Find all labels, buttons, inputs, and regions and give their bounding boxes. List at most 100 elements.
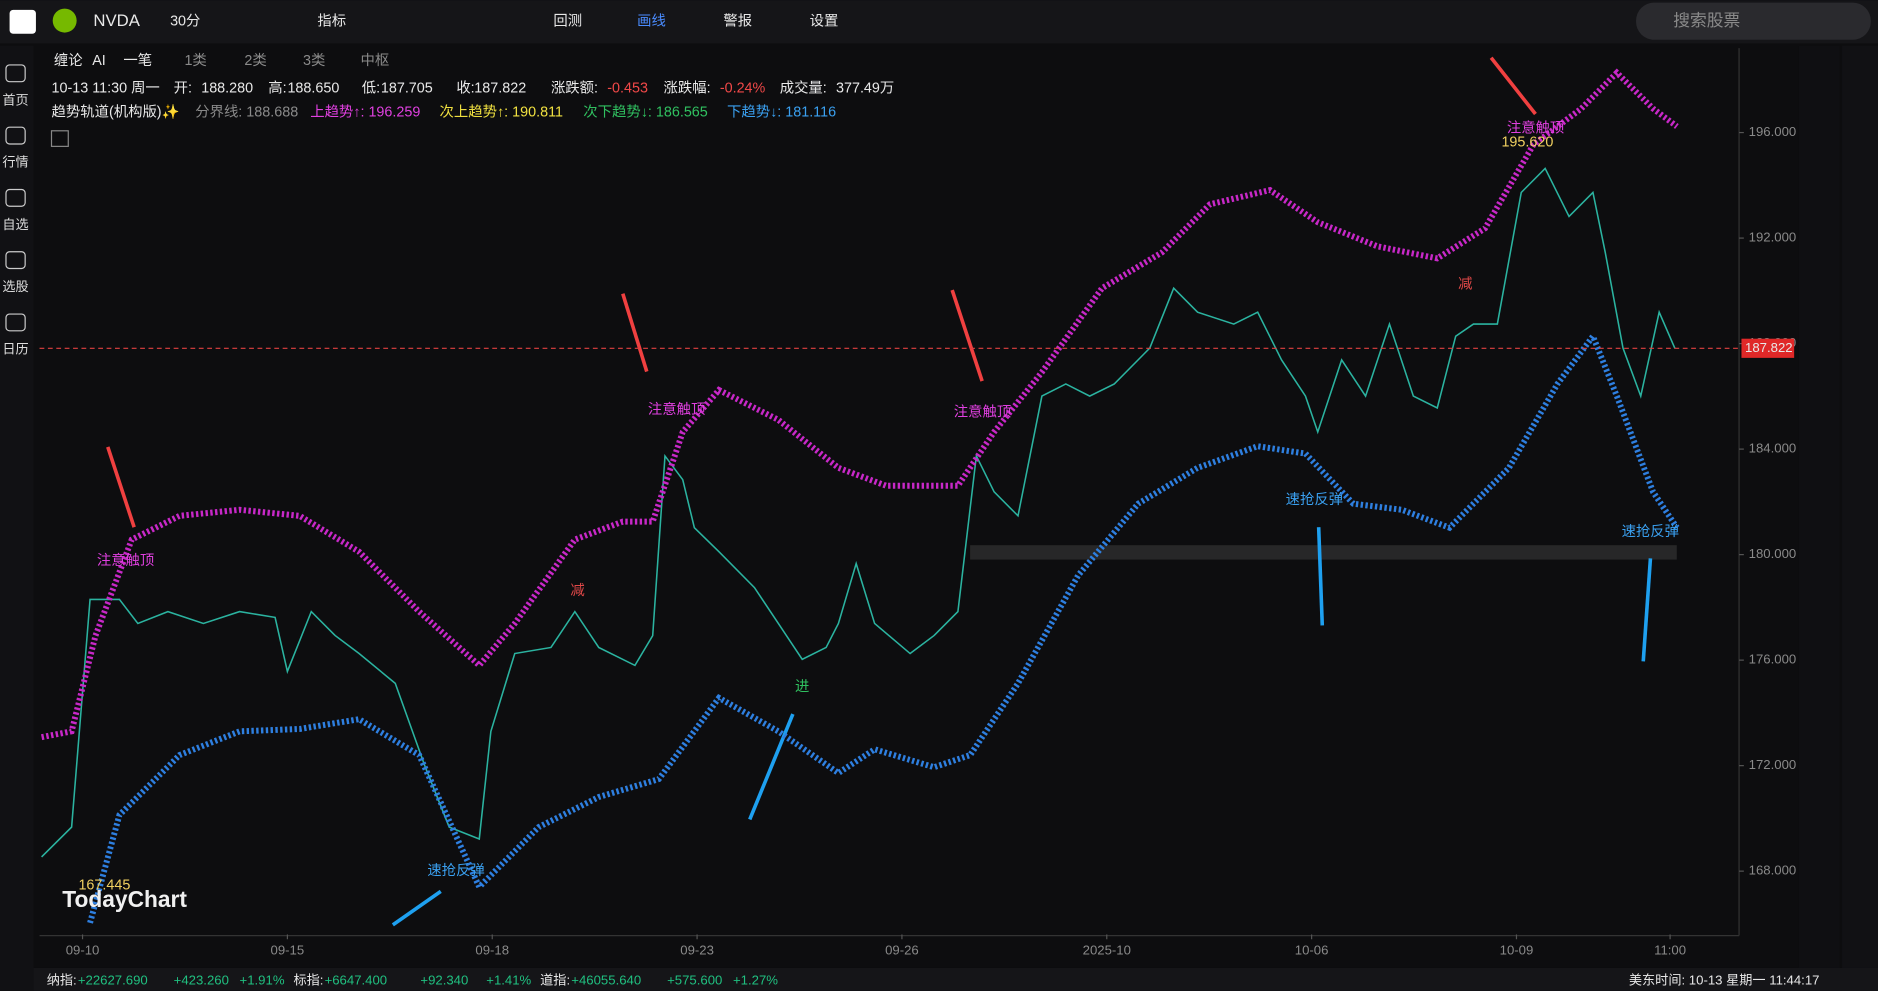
info-value: 377.49万 [836, 81, 894, 97]
nav-label[interactable]: 首页 [2, 92, 28, 107]
symbol[interactable]: NVDA [93, 11, 140, 30]
collapse-button[interactable] [50, 130, 69, 147]
series-line [41, 167, 1676, 858]
right-nav [1842, 45, 1878, 991]
nav-icon[interactable] [5, 188, 26, 207]
annotation: 速抢反弹 [1622, 522, 1679, 540]
info-value: 187.822 [474, 81, 526, 97]
nav-label[interactable]: 自选 [2, 217, 28, 232]
status-text: 标指: [293, 973, 323, 988]
status-text: +423.260 [174, 973, 229, 988]
indicator-value: 下趋势↓: 181.116 [727, 104, 836, 121]
info-time: 10-13 11:30 周一 [52, 81, 160, 97]
x-tick-label: 10-09 [1500, 943, 1534, 958]
status-text: +1.27% [733, 973, 778, 988]
x-tick-label: 09-10 [66, 943, 100, 958]
search-placeholder[interactable]: 搜索股票 [1673, 11, 1740, 30]
tool[interactable]: 设置 [810, 13, 839, 30]
nav-icon[interactable] [5, 126, 26, 145]
x-tick-label: 09-26 [885, 943, 919, 958]
nav-label[interactable]: 行情 [2, 155, 28, 170]
y-tick-label: 184.000 [1749, 441, 1797, 456]
stock-icon [52, 8, 77, 33]
annotation: 减 [1458, 276, 1472, 293]
status-text: +46055.640 [571, 973, 641, 988]
tool[interactable]: 画线 [637, 13, 666, 30]
x-tick-label: 09-23 [680, 943, 714, 958]
info-value: -0.453 [607, 81, 648, 97]
status-text: +1.41% [486, 973, 531, 988]
status-text: 道指: [540, 973, 570, 988]
annotation: 速抢反弹 [1286, 490, 1343, 508]
tab[interactable]: 缠论 [54, 51, 83, 69]
info-label: 高: [268, 80, 286, 97]
indicator-name: 趋势轨道(机构版)✨ [52, 104, 180, 121]
indicator-value: 次下趋势↓: 186.565 [583, 104, 708, 121]
y-tick-label: 168.000 [1749, 863, 1797, 878]
nav-icon[interactable] [5, 313, 26, 332]
x-tick-label: 2025-10 [1083, 943, 1131, 958]
status-text: +575.600 [667, 973, 722, 988]
x-tick-label: 10-06 [1295, 943, 1329, 958]
y-tick-label: 180.000 [1749, 546, 1797, 561]
info-value: 188.650 [287, 81, 339, 97]
arrows [106, 56, 1537, 528]
status-time: 美东时间: 10-13 星期一 11:44:17 [1629, 973, 1820, 988]
info-label: 低: [362, 80, 380, 97]
x-tick-label: 09-15 [271, 943, 305, 958]
tab[interactable]: 一笔 [123, 52, 152, 69]
left-nav [0, 45, 34, 991]
info-label: 收: [456, 80, 474, 97]
indicator-value: 次上趋势↑: 190.811 [440, 104, 563, 121]
nav-icon[interactable] [5, 64, 26, 83]
arrows [391, 527, 1653, 927]
annotation: 注意触顶 [1507, 119, 1564, 137]
annotation: 注意触顶 [97, 551, 154, 569]
last-price-tag [1741, 338, 1795, 358]
info-label: 涨跌幅: [664, 80, 711, 97]
info-label: 涨跌额: [551, 80, 598, 97]
annotation: 167.445 [78, 878, 130, 894]
tab[interactable]: 3类 [303, 52, 325, 69]
draw-tools [1798, 45, 1840, 971]
tool[interactable]: 指标 [317, 13, 346, 30]
annotation: 速抢反弹 [427, 861, 484, 879]
info-value: 188.280 [201, 81, 253, 97]
status-text: +6647.400 [325, 973, 388, 988]
status-text: +92.340 [420, 973, 468, 988]
watermark: TodayChart [62, 886, 187, 912]
period[interactable]: 30分 [170, 13, 200, 30]
search-box[interactable] [1636, 2, 1871, 40]
status-text: +1.91% [240, 973, 285, 988]
info-label: 开: [174, 81, 192, 97]
status-text: +22627.690 [78, 973, 148, 988]
tab[interactable]: AI [92, 53, 106, 69]
nav-label[interactable]: 日历 [2, 341, 28, 356]
annotation: 注意触顶 [648, 400, 705, 418]
tool[interactable]: 回测 [553, 13, 582, 30]
logo [9, 9, 36, 34]
tool[interactable]: 警报 [723, 13, 752, 30]
y-tick-label: 176.000 [1749, 652, 1797, 667]
zone-band [970, 545, 1677, 560]
y-tick-label: 172.000 [1749, 757, 1797, 772]
nav-label[interactable]: 选股 [2, 279, 28, 294]
info-value: 187.705 [381, 81, 433, 97]
annotation: 195.620 [1501, 134, 1553, 150]
annotation: 注意触顶 [954, 402, 1011, 420]
tab[interactable]: 2类 [244, 52, 266, 69]
annotation: 进 [795, 678, 809, 695]
y-tick-label: 192.000 [1749, 230, 1797, 245]
tab[interactable]: 1类 [184, 52, 206, 69]
info-value: -0.24% [720, 81, 766, 97]
indicator-value: 上趋势↑: 196.259 [310, 104, 420, 121]
indicator-value: 分界线: 188.688 [195, 104, 298, 121]
tab[interactable]: 中枢 [361, 52, 390, 69]
x-tick-label: 09-18 [475, 943, 509, 958]
status-text: 纳指: [47, 973, 77, 988]
last-price-label: 187.822 [1745, 340, 1793, 355]
toolbar [0, 0, 1878, 44]
nav-icon[interactable] [5, 251, 26, 270]
